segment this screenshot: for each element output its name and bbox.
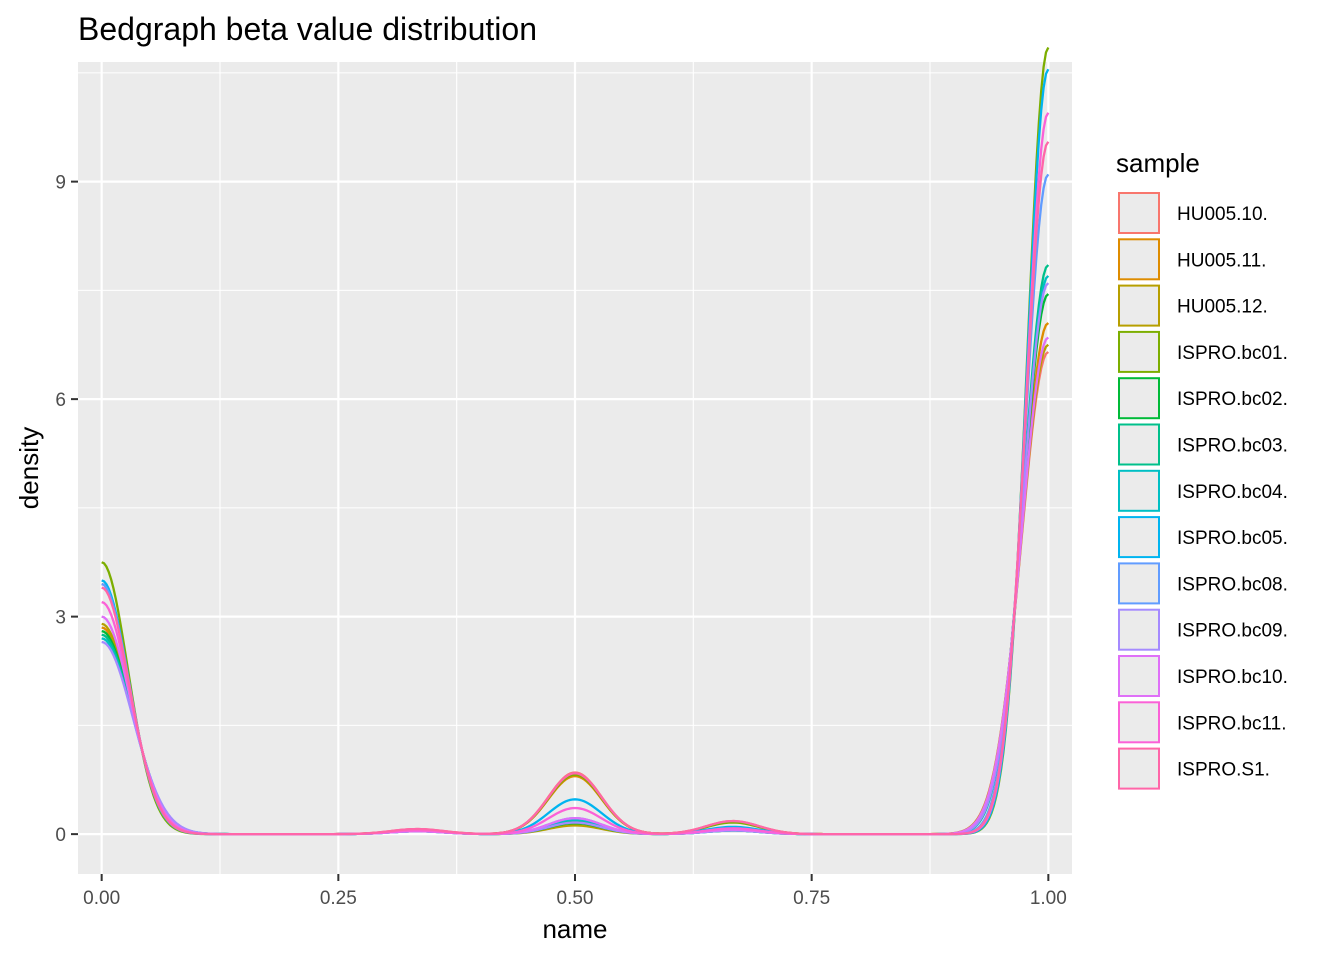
grid-major — [78, 62, 1072, 874]
legend-key — [1118, 747, 1160, 790]
legend-key — [1118, 516, 1160, 559]
legend-key — [1118, 192, 1160, 234]
legend-label: ISPRO.bc04. — [1177, 482, 1288, 503]
x-tick-label: 0.25 — [320, 888, 357, 909]
y-tick-label: 9 — [55, 173, 66, 194]
x-tick-label: 0.50 — [557, 888, 594, 909]
legend-key — [1118, 469, 1160, 512]
legend-label: ISPRO.bc03. — [1177, 436, 1288, 457]
series-lines — [101, 47, 1050, 836]
legend: sample HU005.10. HU005.11. HU005.12. ISPRO.… — [1116, 148, 1288, 790]
legend-key — [1118, 377, 1160, 420]
y-tick-label: 0 — [55, 825, 66, 846]
y-tick-label: 6 — [55, 390, 66, 411]
legend-title: sample — [1116, 148, 1200, 178]
legend-label: HU005.11. — [1177, 250, 1266, 271]
legend-label: ISPRO.bc01. — [1177, 343, 1288, 364]
legend-label: ISPRO.bc08. — [1177, 574, 1288, 595]
x-tick-label: 0.00 — [83, 888, 120, 909]
legend-items: HU005.10. HU005.11. HU005.12. ISPRO.bc01. IS… — [1118, 192, 1288, 790]
legend-label: ISPRO.bc09. — [1177, 621, 1288, 642]
y-tick-label: 3 — [55, 608, 66, 629]
legend-key — [1118, 701, 1160, 744]
series-line — [101, 141, 1050, 836]
legend-label: HU005.12. — [1177, 297, 1268, 318]
legend-key — [1118, 655, 1160, 697]
x-axis: 0.00 0.25 0.50 0.75 1.00 — [83, 874, 1067, 909]
y-axis-label: density — [14, 427, 44, 509]
legend-key — [1118, 608, 1160, 651]
legend-label: ISPRO.bc11. — [1177, 713, 1286, 734]
legend-label: ISPRO.bc05. — [1177, 528, 1288, 549]
legend-label: ISPRO.S1. — [1177, 760, 1270, 781]
legend-key — [1118, 238, 1160, 281]
legend-label: ISPRO.bc02. — [1177, 389, 1288, 410]
legend-key — [1118, 284, 1160, 327]
legend-key — [1118, 330, 1160, 373]
legend-key — [1118, 562, 1160, 605]
chart-title: Bedgraph beta value distribution — [78, 11, 537, 47]
x-axis-label: name — [542, 914, 607, 944]
y-axis: 0 3 6 9 — [55, 173, 78, 846]
x-tick-label: 0.75 — [793, 888, 830, 909]
legend-label: ISPRO.bc10. — [1177, 667, 1288, 688]
legend-label: HU005.10. — [1177, 204, 1268, 225]
x-tick-label: 1.00 — [1030, 888, 1067, 909]
legend-key — [1118, 423, 1160, 466]
